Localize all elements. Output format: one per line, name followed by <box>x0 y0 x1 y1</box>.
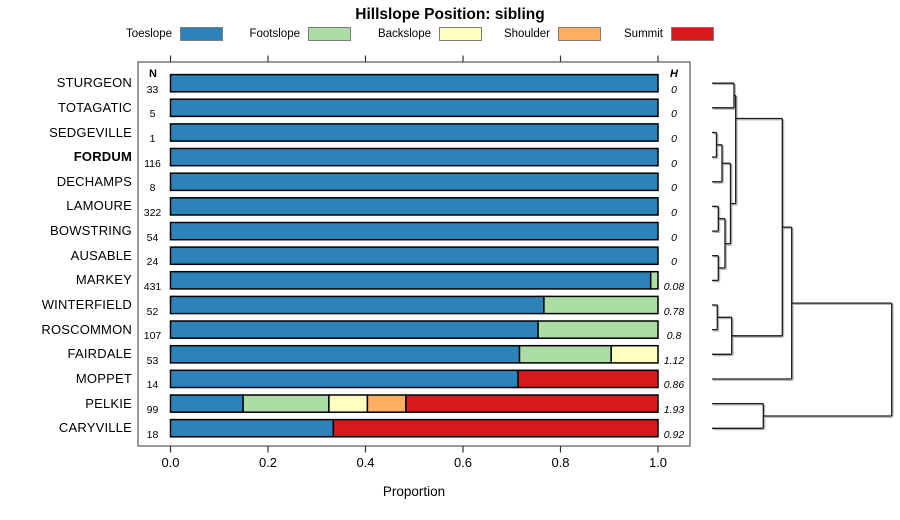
h-value: 0 <box>671 256 677 269</box>
bar-segment-toeslope <box>169 320 539 339</box>
category-label: LAMOURE <box>66 198 132 214</box>
x-axis-tick-label: 0.0 <box>161 455 180 470</box>
category-label: STURGEON <box>56 75 132 91</box>
bar-segment-backslope <box>328 394 369 413</box>
x-axis-tick-label: 0.8 <box>551 455 570 470</box>
x-axis-tick-label: 0.4 <box>356 455 375 470</box>
bar-segment-shoulder <box>366 394 407 413</box>
bar-segment-toeslope <box>169 344 521 364</box>
bar-segment-toeslope <box>169 197 659 216</box>
bar-segment-footslope <box>543 295 659 315</box>
panel-border <box>137 61 691 447</box>
bar-segment-toeslope <box>169 221 659 241</box>
category-label: ROSCOMMON <box>41 321 132 337</box>
h-value: 1.93 <box>663 404 685 417</box>
bar-segment-summit <box>332 418 659 438</box>
bar-segment-toeslope <box>169 123 659 142</box>
n-value: 116 <box>144 157 161 170</box>
legend-swatch-summit <box>671 27 714 41</box>
bar-segment-footslope <box>242 394 330 413</box>
legend-label-backslope: Backslope <box>377 28 431 40</box>
n-value: 107 <box>143 330 162 343</box>
bar-segment-toeslope <box>169 394 244 413</box>
h-value: 0.78 <box>663 305 685 318</box>
n-value: 54 <box>146 231 159 244</box>
h-value: 0 <box>671 231 677 244</box>
category-label: PELKIE <box>85 395 132 411</box>
bar-segment-toeslope <box>169 418 335 438</box>
category-label: WINTERFIELD <box>41 297 132 312</box>
category-label: CARYVILLE <box>58 420 132 436</box>
h-value: 0 <box>671 182 677 195</box>
h-value: 0 <box>671 108 677 121</box>
n-value: 8 <box>149 182 156 195</box>
n-value: 33 <box>146 83 159 96</box>
category-label: DECHAMPS <box>56 173 132 189</box>
bar-segment-toeslope <box>169 172 659 192</box>
legend-label-shoulder: Shoulder <box>503 28 550 40</box>
category-label: BOWSTRING <box>50 223 132 239</box>
legend-label-footslope: Footslope <box>249 28 300 40</box>
category-label: SEDGEVILLE <box>49 124 132 140</box>
bar-segment-toeslope <box>169 98 659 118</box>
h-value: 0.86 <box>663 379 685 392</box>
h-value: 0 <box>671 206 677 219</box>
h-value: 0 <box>671 83 677 96</box>
n-column-header: N <box>149 68 157 80</box>
bar-segment-toeslope <box>169 246 659 266</box>
n-value: 5 <box>149 108 156 121</box>
n-value: 52 <box>146 305 159 318</box>
n-value: 24 <box>146 256 159 269</box>
legend-label-summit: Summit <box>624 28 663 40</box>
h-value: 0.92 <box>663 428 685 441</box>
bar-segment-toeslope <box>169 369 519 389</box>
bar-segment-toeslope <box>169 73 659 93</box>
h-value: 0.08 <box>663 280 685 293</box>
h-value: 1.12 <box>663 354 685 367</box>
n-value: 99 <box>146 404 159 417</box>
chart-title: Hillslope Position: sibling <box>355 6 545 23</box>
bar-segment-summit <box>405 394 659 413</box>
bar-segment-backslope <box>610 344 659 364</box>
n-value: 14 <box>146 379 159 392</box>
h-value: 0 <box>671 157 677 170</box>
category-label: FAIRDALE <box>67 346 132 362</box>
legend-swatch-shoulder <box>558 27 601 41</box>
bar-segment-summit <box>517 369 659 389</box>
h-column-header: H <box>670 68 678 80</box>
h-value: 0.8 <box>666 330 682 343</box>
legend-swatch-footslope <box>308 27 351 41</box>
x-axis-tick-label: 0.6 <box>453 455 473 470</box>
legend-swatch-toeslope <box>180 27 223 41</box>
bar-segment-footslope <box>518 344 612 364</box>
bar-segment-toeslope <box>169 270 652 290</box>
bar-segment-footslope <box>649 270 659 290</box>
bar-segment-footslope <box>537 320 659 339</box>
x-axis-label: Proportion <box>382 484 446 499</box>
n-value: 431 <box>143 280 162 293</box>
n-value: 322 <box>143 206 162 219</box>
category-label: TOTAGATIC <box>57 99 132 115</box>
bar-segment-toeslope <box>169 147 659 167</box>
category-label: AUSABLE <box>70 247 132 263</box>
x-axis-tick-label: 1.0 <box>648 455 668 470</box>
n-value: 1 <box>149 133 156 145</box>
n-value: 53 <box>146 354 159 367</box>
category-label: MOPPET <box>75 370 132 386</box>
bar-segment-toeslope <box>169 295 545 315</box>
category-label: FORDUM <box>73 149 132 165</box>
x-axis-tick-label: 0.2 <box>258 455 278 470</box>
h-value: 0 <box>671 133 677 145</box>
n-value: 18 <box>146 428 159 441</box>
legend-label-toeslope: Toeslope <box>125 28 172 40</box>
legend-swatch-backslope <box>439 27 482 41</box>
category-label: MARKEY <box>75 272 132 288</box>
